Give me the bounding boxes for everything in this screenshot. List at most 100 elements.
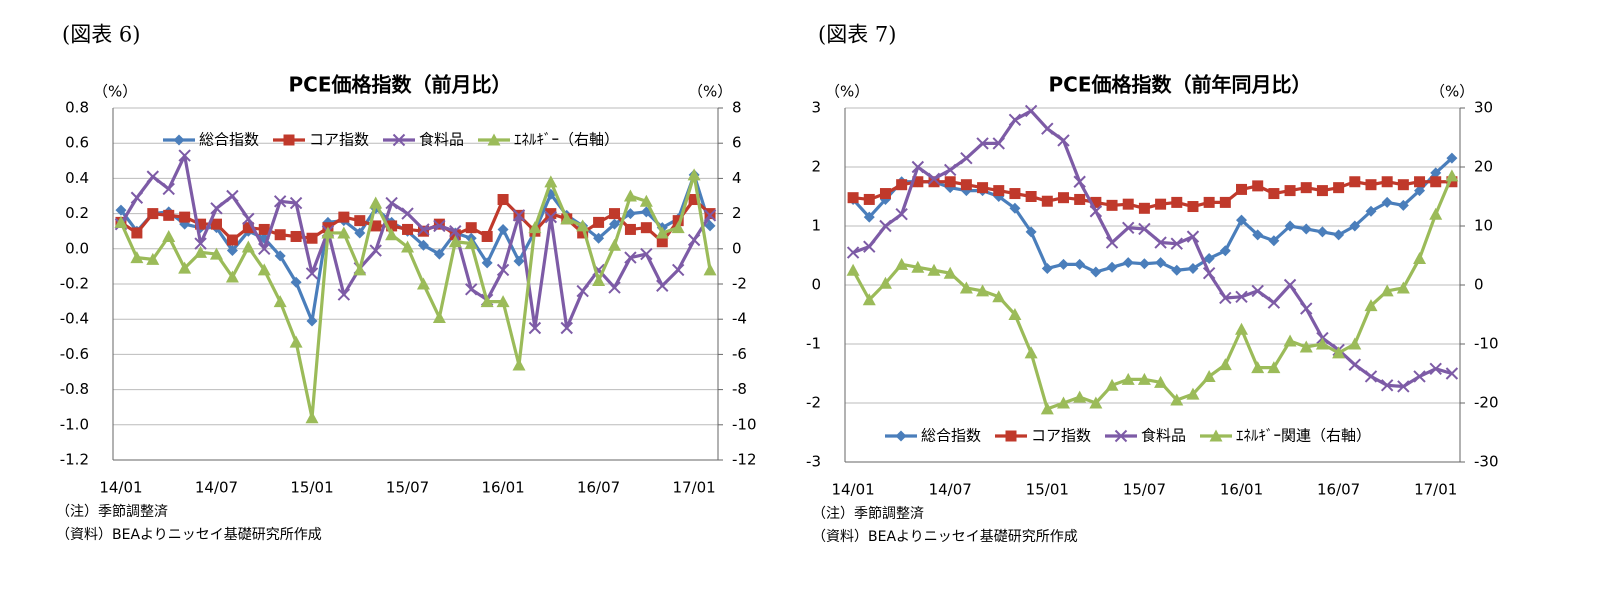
marker bbox=[1236, 214, 1248, 226]
y2-tick-label: 6 bbox=[732, 134, 742, 152]
marker bbox=[895, 257, 909, 270]
marker bbox=[385, 196, 398, 210]
marker bbox=[114, 215, 128, 228]
marker bbox=[1089, 205, 1103, 218]
marker bbox=[879, 219, 892, 233]
marker bbox=[369, 244, 382, 257]
marker bbox=[385, 228, 399, 241]
y-tick-label: -0.2 bbox=[60, 275, 89, 293]
marker bbox=[353, 263, 367, 276]
marker bbox=[655, 226, 669, 239]
marker bbox=[672, 215, 684, 227]
marker bbox=[130, 191, 144, 204]
figure-label: (図表 7) bbox=[818, 23, 896, 47]
y-tick-label: -1.2 bbox=[60, 451, 89, 469]
chart-title: PCE価格指数（前年同月比） bbox=[1049, 73, 1312, 97]
series-line bbox=[119, 173, 712, 323]
marker bbox=[194, 237, 207, 250]
marker bbox=[639, 194, 653, 207]
series-line bbox=[851, 175, 1454, 411]
marker bbox=[146, 170, 160, 183]
marker bbox=[1170, 393, 1184, 406]
marker bbox=[1154, 375, 1168, 388]
marker bbox=[1057, 192, 1069, 204]
y2-tick-label: -10 bbox=[732, 415, 757, 433]
y-tick-label: 0.6 bbox=[65, 134, 89, 152]
marker bbox=[209, 247, 223, 260]
marker bbox=[992, 137, 1005, 150]
x-tick-label: 14/07 bbox=[195, 479, 238, 497]
marker bbox=[878, 276, 892, 289]
y2-tick-label: -6 bbox=[732, 345, 747, 363]
legend-label: 食料品 bbox=[1141, 427, 1186, 445]
marker bbox=[1429, 362, 1442, 375]
marker bbox=[656, 279, 669, 292]
y-tick-label: 0.0 bbox=[65, 239, 89, 257]
marker bbox=[1332, 346, 1346, 359]
marker bbox=[1364, 299, 1378, 312]
marker bbox=[528, 321, 542, 335]
y2-tick-label: -30 bbox=[1474, 453, 1499, 471]
marker bbox=[1203, 252, 1215, 264]
marker bbox=[912, 176, 924, 188]
marker bbox=[977, 182, 989, 194]
marker bbox=[624, 251, 637, 264]
marker bbox=[1445, 367, 1459, 380]
marker bbox=[959, 281, 973, 294]
marker bbox=[401, 207, 414, 220]
marker bbox=[179, 211, 191, 223]
marker bbox=[1429, 207, 1443, 220]
marker bbox=[392, 133, 406, 147]
marker bbox=[146, 252, 160, 265]
marker bbox=[496, 263, 510, 277]
marker bbox=[1056, 396, 1070, 409]
y2-unit: （%） bbox=[1430, 83, 1474, 101]
x-tick-label: 15/01 bbox=[1026, 481, 1069, 499]
marker bbox=[1041, 195, 1053, 207]
y-unit: （%） bbox=[825, 83, 869, 101]
marker bbox=[1316, 185, 1328, 197]
marker bbox=[487, 133, 501, 146]
y-tick-label: -1 bbox=[806, 335, 821, 353]
marker bbox=[1121, 372, 1135, 385]
y2-tick-label: -4 bbox=[732, 310, 747, 328]
marker bbox=[513, 255, 525, 267]
x-tick-label: 15/07 bbox=[1123, 481, 1166, 499]
marker bbox=[1057, 134, 1070, 147]
marker bbox=[911, 160, 925, 174]
marker bbox=[1171, 196, 1183, 208]
marker bbox=[433, 218, 445, 230]
chart-title: PCE価格指数（前月比） bbox=[289, 73, 512, 97]
y-tick-label: 2 bbox=[811, 158, 821, 176]
y2-tick-label: -10 bbox=[1474, 335, 1499, 353]
y-tick-label: 1 bbox=[811, 217, 821, 235]
marker bbox=[1430, 167, 1442, 179]
marker bbox=[432, 310, 446, 323]
series-line bbox=[119, 173, 712, 420]
marker bbox=[1105, 378, 1119, 391]
marker bbox=[290, 230, 302, 242]
y-tick-label: 3 bbox=[811, 99, 821, 117]
x-tick-label: 14/01 bbox=[99, 479, 142, 497]
marker bbox=[162, 182, 175, 196]
marker bbox=[863, 240, 876, 253]
marker bbox=[687, 168, 701, 181]
marker bbox=[1138, 222, 1151, 236]
marker bbox=[257, 263, 271, 276]
marker bbox=[210, 202, 223, 215]
marker bbox=[354, 215, 366, 227]
marker bbox=[1122, 221, 1135, 234]
marker bbox=[1380, 284, 1394, 297]
marker bbox=[305, 411, 319, 424]
marker bbox=[1413, 251, 1427, 264]
y2-tick-label: 4 bbox=[732, 169, 742, 187]
marker bbox=[656, 236, 668, 248]
y-tick-label: 0.4 bbox=[65, 169, 89, 187]
marker bbox=[173, 134, 185, 146]
marker bbox=[1283, 334, 1297, 347]
marker bbox=[703, 209, 717, 222]
y2-tick-label: -2 bbox=[732, 275, 747, 293]
marker bbox=[1122, 257, 1134, 269]
marker bbox=[1267, 296, 1281, 309]
marker bbox=[258, 242, 271, 256]
